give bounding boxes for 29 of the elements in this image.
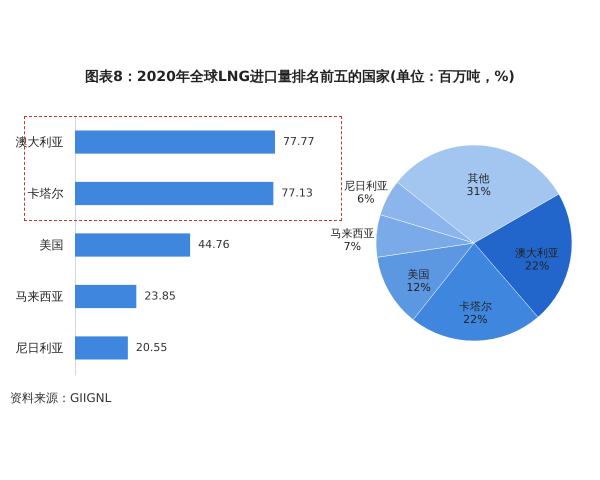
y-tick-label: 美国: [40, 238, 64, 252]
chart-title: 图表8：2020年全球LNG进口量排名前五的国家(单位：百万吨，%): [84, 68, 516, 86]
slice-label: 尼日利亚: [344, 179, 388, 192]
data-label: 44.76: [198, 238, 230, 251]
data-label: 77.13: [281, 186, 313, 200]
y-tick-label: 尼日利亚: [16, 340, 64, 355]
y-tick-label: 卡塔尔: [28, 186, 64, 201]
bar: [75, 182, 274, 206]
data-label: 23.85: [144, 289, 176, 302]
data-label: 31%: [466, 185, 491, 198]
bar: [75, 233, 190, 257]
slice-label: 马来西亚: [330, 227, 374, 240]
bar: [75, 130, 275, 154]
data-label: 77.77: [283, 135, 314, 148]
data-label: 6%: [357, 192, 375, 206]
data-label: 22%: [463, 312, 488, 326]
bar: [75, 336, 128, 360]
data-label: 12%: [406, 281, 431, 294]
slice-label: 美国: [408, 268, 430, 281]
data-label: 20.55: [136, 340, 168, 354]
slice-label: 卡塔尔: [458, 300, 492, 313]
slice-label: 其他: [468, 172, 490, 186]
data-label: 22%: [524, 260, 550, 273]
bar: [75, 284, 136, 308]
slice-label: 澳大利亚: [515, 246, 560, 260]
data-label: 7%: [344, 240, 362, 254]
text: 资料来源：GIIGNL: [10, 390, 112, 407]
y-tick-label: 马来西亚: [16, 289, 64, 304]
y-tick-label: 澳大利亚: [16, 135, 64, 150]
